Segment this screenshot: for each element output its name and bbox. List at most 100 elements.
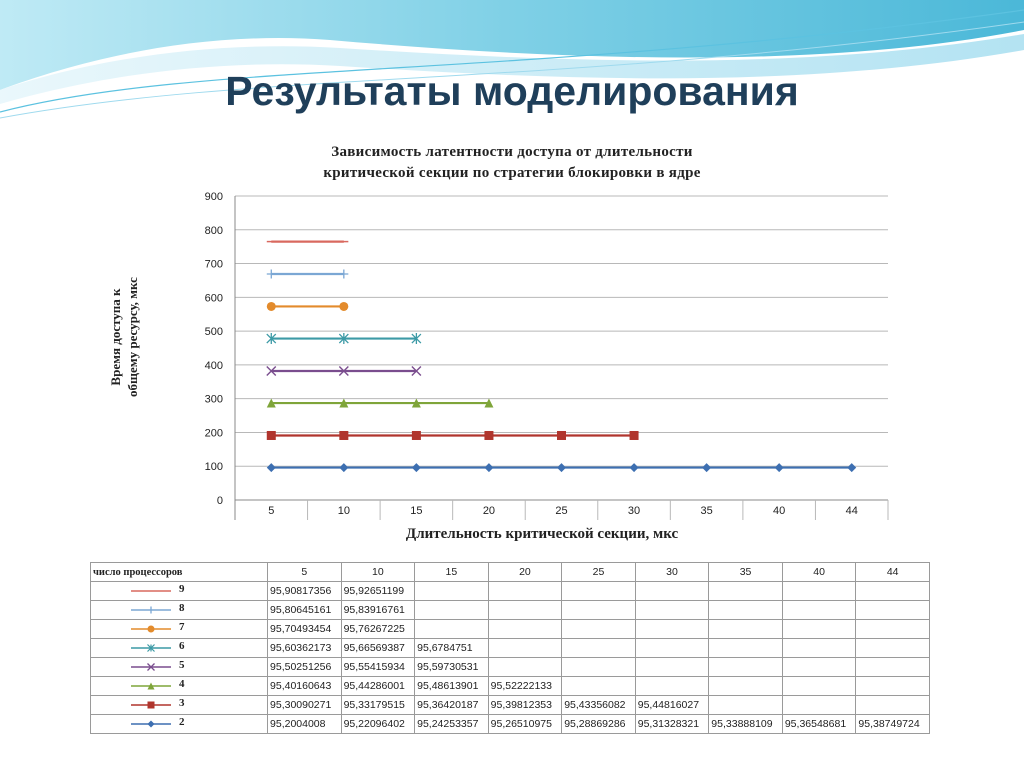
- table-cell: [561, 657, 636, 677]
- chart-panel: 0 100 200 300 400 500 600 700 800 900 5 10 15 20 25 30 3…: [62, 132, 930, 742]
- table-row-legend: 6: [89, 638, 269, 658]
- table-cell: 95,39812353: [487, 695, 563, 715]
- series-number-label: 9: [179, 583, 185, 595]
- legend-swatch: [131, 720, 171, 728]
- table-cell: 95,48613901: [414, 676, 489, 696]
- table-cell: 95,36548681: [781, 714, 857, 734]
- table-cell: 95,36420187: [414, 695, 489, 715]
- table-row: 3 95,30090271 95,33179515 95,36420187 95,398…: [89, 695, 930, 715]
- table-cell: [634, 657, 710, 677]
- x-tick-label: 44: [846, 505, 858, 517]
- data-point: [338, 333, 349, 345]
- data-point: [629, 430, 639, 440]
- table-cell: [487, 657, 563, 677]
- table-cell: 95,40160643: [267, 676, 342, 696]
- series-number-label: 8: [179, 602, 185, 614]
- data-table: число процессоров 5 10 15 20 25 30 35 40 44 9 95,90…: [89, 562, 930, 734]
- table-cell: [487, 619, 563, 639]
- table-cell: 95,50251256: [267, 657, 342, 677]
- table-cell: [781, 638, 857, 658]
- table-row: 5 95,50251256 95,55415934 95,59730531: [89, 657, 930, 677]
- series-number-label: 5: [179, 659, 185, 671]
- table-cell: [708, 600, 783, 620]
- legend-swatch: [131, 625, 171, 633]
- table-cell: [487, 638, 563, 658]
- data-point: [266, 430, 276, 440]
- table-cell: 95,66569387: [340, 638, 416, 658]
- data-point: [557, 463, 566, 473]
- table-row: 6 95,60362173 95,66569387 95,6784751: [89, 638, 930, 658]
- data-point: [484, 430, 494, 440]
- y-tick-label: 400: [205, 360, 223, 372]
- table-corner-label: число процессоров: [89, 562, 269, 582]
- table-column-header: 15: [414, 562, 489, 582]
- table-cell: [634, 676, 710, 696]
- table-column-header: 20: [487, 562, 563, 582]
- data-point: [411, 430, 421, 440]
- legend-swatch: [131, 682, 171, 690]
- table-cell: [855, 638, 930, 658]
- table-cell: [561, 676, 636, 696]
- table-cell: [708, 676, 783, 696]
- table-cell: [708, 619, 783, 639]
- table-cell: [561, 581, 636, 601]
- table-cell: 95,90817356: [267, 581, 342, 601]
- y-axis-label-line-1: Время доступа к: [108, 288, 123, 386]
- table-cell: 95,44286001: [340, 676, 416, 696]
- data-point: [629, 463, 639, 473]
- table-cell: 95,30090271: [267, 695, 342, 715]
- table-cell: [855, 581, 930, 601]
- table-cell: 95,52222133: [487, 676, 563, 696]
- legend-swatch: [131, 590, 171, 592]
- table-cell: [855, 676, 930, 696]
- table-cell: 95,59730531: [414, 657, 489, 677]
- data-point: [266, 333, 277, 345]
- table-row-legend: 2: [89, 714, 269, 734]
- data-point: [266, 398, 276, 408]
- table-cell: 95,55415934: [340, 657, 416, 677]
- table-cell: 95,80645161: [267, 600, 342, 620]
- data-point: [411, 333, 422, 345]
- table-column-header: 10: [340, 562, 416, 582]
- table-cell: [781, 657, 857, 677]
- table-row: 4 95,40160643 95,44286001 95,48613901 95,522…: [89, 676, 930, 696]
- data-point: [339, 398, 349, 408]
- table-cell: [708, 695, 783, 715]
- y-tick-label: 100: [205, 461, 223, 473]
- table-row: 8 95,80645161 95,83916761: [89, 600, 930, 620]
- table-cell: 95,83916761: [340, 600, 416, 620]
- data-point: [266, 463, 276, 473]
- data-point: [847, 463, 857, 473]
- chart-title-line-1: Зависимость латентности доступа от длите…: [331, 144, 693, 160]
- x-tick-label: 35: [700, 505, 712, 517]
- data-point: [411, 463, 421, 473]
- data-point: [266, 269, 276, 279]
- table-cell: 95,33179515: [340, 695, 416, 715]
- table-cell: 95,26510975: [487, 714, 563, 734]
- x-tick-label: 15: [410, 505, 422, 517]
- y-tick-label: 600: [205, 292, 223, 304]
- series-number-label: 3: [179, 697, 185, 709]
- table-cell: 95,28869286: [561, 714, 636, 734]
- y-tick-label: 0: [217, 495, 223, 507]
- table-column-header: 25: [561, 562, 636, 582]
- legend-swatch: [131, 663, 171, 671]
- table-cell: [561, 619, 636, 639]
- table-row-legend: 4: [89, 676, 269, 696]
- data-point: [774, 463, 784, 473]
- table-column-header: 5: [267, 562, 342, 582]
- table-cell: [781, 695, 857, 715]
- table-cell: 95,38749724: [855, 714, 930, 734]
- table-cell: 95,6784751: [414, 638, 489, 658]
- table-cell: [487, 581, 563, 601]
- series-number-label: 6: [179, 640, 185, 652]
- table-row-legend: 3: [89, 695, 269, 715]
- table-cell: [708, 638, 783, 658]
- table-column-header: 40: [781, 562, 857, 582]
- table-cell: [414, 600, 489, 620]
- legend-swatch: [131, 606, 171, 614]
- line-chart: 0 100 200 300 400 500 600 700 800 900 5 10 15 20 25 30 3…: [205, 191, 889, 520]
- table-row-legend: 8: [89, 600, 269, 620]
- table-cell: 95,60362173: [267, 638, 342, 658]
- table-cell: 95,31328321: [634, 714, 710, 734]
